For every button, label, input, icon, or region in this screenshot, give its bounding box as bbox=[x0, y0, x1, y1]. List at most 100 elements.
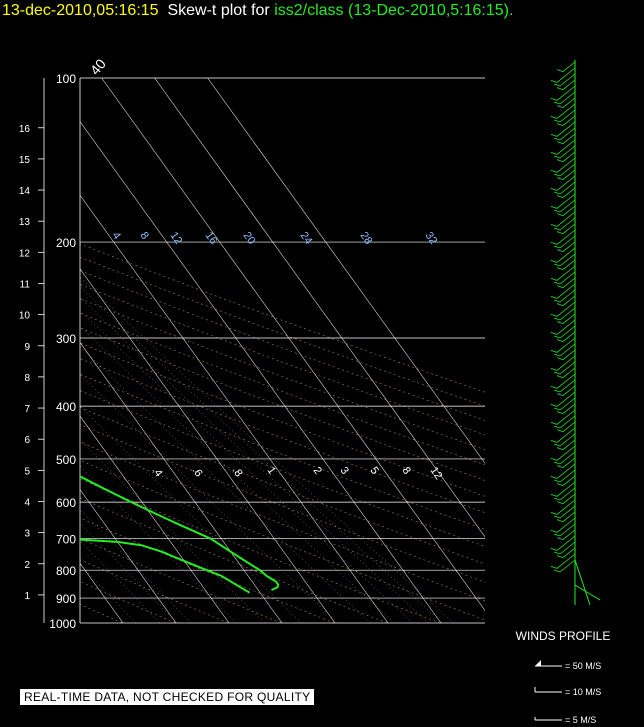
wind-barb bbox=[556, 103, 576, 119]
pressure-label: 200 bbox=[56, 236, 76, 250]
wind-barb bbox=[556, 231, 564, 234]
dry-adiabat-line bbox=[80, 538, 282, 623]
height-label: 2 bbox=[24, 560, 30, 571]
wind-barb bbox=[553, 479, 561, 483]
wind-barb bbox=[556, 463, 576, 479]
wind-barb bbox=[550, 386, 558, 389]
wind-barb bbox=[556, 141, 564, 144]
dry-adiabat-line bbox=[80, 517, 335, 623]
wind-barb bbox=[556, 429, 564, 432]
wind-barb bbox=[562, 313, 576, 324]
wind-barb bbox=[556, 339, 564, 342]
title-station: iss2/class bbox=[274, 2, 344, 19]
mixing-ratio-low-label: 12 bbox=[428, 465, 445, 482]
dry-adiabat-line bbox=[80, 497, 388, 623]
wind-barb bbox=[556, 229, 576, 245]
wind-barb bbox=[556, 319, 576, 335]
wind-barb bbox=[562, 115, 576, 126]
wind-legend-label: = 5 M/S bbox=[565, 715, 596, 725]
wind-barb bbox=[562, 241, 576, 252]
wind-barb bbox=[553, 119, 561, 123]
wind-barb bbox=[556, 247, 576, 263]
wind-barb bbox=[550, 206, 558, 209]
wind-barb bbox=[550, 332, 558, 335]
pressure-label: 100 bbox=[56, 72, 76, 86]
wind-barb bbox=[556, 393, 564, 396]
wind-barb bbox=[562, 349, 576, 360]
wind-barb bbox=[559, 73, 576, 87]
wind-legend-label: = 10 M/S bbox=[565, 687, 601, 697]
wind-barb bbox=[553, 263, 561, 267]
wind-barb bbox=[559, 469, 576, 483]
mixing-ratio-label: 24 bbox=[298, 230, 315, 247]
wind-barb bbox=[553, 101, 561, 105]
wind-barb bbox=[556, 195, 564, 198]
wind-barb bbox=[559, 145, 576, 159]
height-label: 11 bbox=[20, 279, 31, 290]
wind-barb bbox=[556, 391, 576, 407]
winds-profile-title: WINDS PROFILE bbox=[516, 629, 611, 643]
mixing-ratio-line bbox=[80, 276, 455, 623]
isotherm-line bbox=[0, 78, 17, 623]
mixing-ratio-low-label: 3 bbox=[338, 465, 351, 477]
wind-barb bbox=[556, 177, 564, 180]
wind-barb bbox=[556, 409, 576, 425]
wind-barb bbox=[550, 548, 558, 551]
wind-barb bbox=[553, 389, 561, 393]
wind-barb bbox=[550, 188, 558, 191]
wind-barb bbox=[553, 317, 561, 321]
height-label: 13 bbox=[19, 217, 31, 228]
wind-barb bbox=[559, 559, 576, 573]
wind-barb bbox=[574, 559, 591, 606]
wind-barb bbox=[556, 427, 576, 443]
wind-barb bbox=[556, 337, 576, 353]
height-label: 14 bbox=[19, 186, 31, 197]
pressure-label: 900 bbox=[56, 592, 76, 606]
wind-barb bbox=[556, 105, 564, 108]
wind-barb bbox=[556, 517, 576, 533]
pressure-label: 600 bbox=[56, 496, 76, 510]
wind-barb bbox=[574, 584, 601, 601]
wind-barb bbox=[559, 343, 576, 357]
wind-barb bbox=[556, 483, 564, 486]
wind-barb bbox=[562, 277, 576, 288]
wind-barb bbox=[553, 443, 561, 447]
wind-barb bbox=[556, 87, 564, 90]
wind-barb bbox=[556, 411, 564, 414]
mixing-ratio-label: 8 bbox=[138, 230, 151, 242]
wind-barb bbox=[550, 422, 558, 425]
wind-barb bbox=[559, 523, 576, 537]
wind-barb bbox=[562, 151, 576, 162]
wind-barb bbox=[556, 519, 564, 522]
wind-barb bbox=[559, 325, 576, 339]
wind-barb bbox=[556, 157, 576, 173]
wind-barb bbox=[562, 259, 576, 270]
isotherm-line bbox=[80, 489, 177, 623]
wind-barb bbox=[556, 121, 576, 137]
wind-barb bbox=[562, 205, 576, 216]
mixing-ratio-line bbox=[80, 373, 338, 623]
wind-barb bbox=[556, 193, 576, 209]
height-label: 7 bbox=[24, 404, 30, 415]
wind-barb bbox=[562, 547, 576, 558]
wind-barb bbox=[559, 433, 576, 447]
wind-barb bbox=[562, 79, 576, 90]
mixing-ratio-label: 20 bbox=[241, 230, 258, 247]
dry-adiabat-line bbox=[80, 270, 485, 421]
wind-barb bbox=[556, 265, 576, 281]
wind-barb bbox=[556, 501, 564, 504]
wind-barb bbox=[562, 475, 576, 486]
wind-barb bbox=[559, 289, 576, 303]
isotherm-label: 40 bbox=[87, 56, 109, 78]
wind-barb bbox=[562, 493, 576, 504]
height-label: 1 bbox=[24, 591, 30, 602]
mixing-ratio-line bbox=[80, 405, 302, 623]
title-run: (13-Dec-2010,5:16:15). bbox=[348, 2, 514, 19]
wind-barb bbox=[550, 512, 558, 515]
wind-barb bbox=[559, 451, 576, 465]
wind-barb bbox=[559, 505, 576, 519]
height-label: 9 bbox=[24, 342, 30, 353]
wind-barb bbox=[562, 223, 576, 234]
wind-barb bbox=[550, 566, 558, 569]
pressure-label: 400 bbox=[56, 400, 76, 414]
